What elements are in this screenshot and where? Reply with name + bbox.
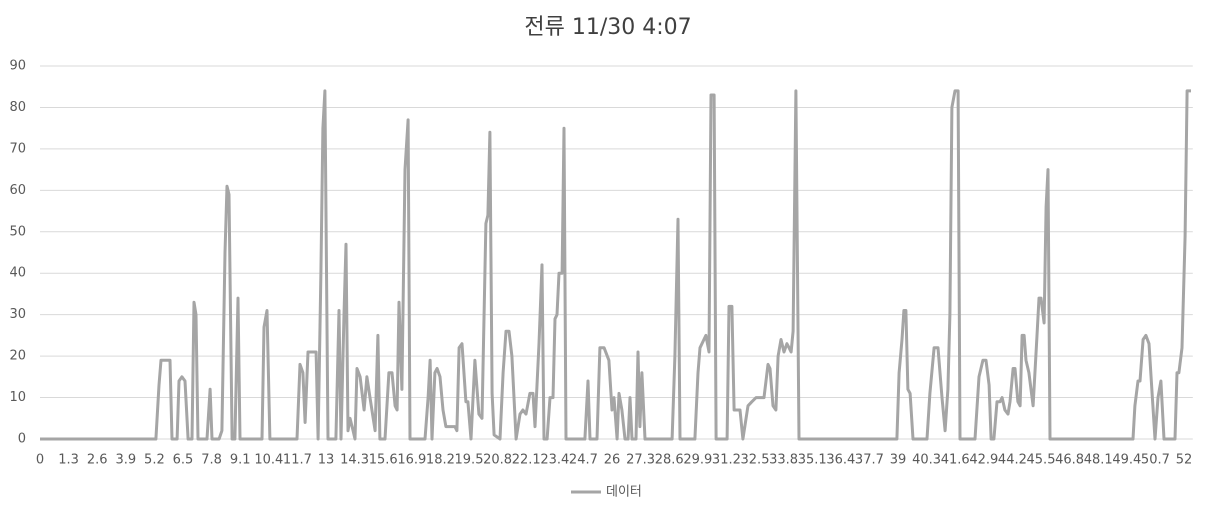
x-tick-label: 49.4 [1112,453,1141,468]
y-tick-label: 70 [9,141,26,156]
x-tick-label: 52 [1176,453,1193,468]
data-line [40,89,1191,441]
x-tick-label: 42.9 [969,453,998,468]
x-tick-label: 35.1 [798,453,827,468]
x-tick-label: 19.5 [455,453,484,468]
y-tick-label: 60 [9,183,26,198]
x-tick-label: 22.1 [512,453,541,468]
legend-label: 데이터 [606,485,642,500]
x-tick-label: 36.4 [826,453,855,468]
y-tick-label: 0 [18,432,26,447]
x-tick-label: 13 [318,453,335,468]
x-tick-label: 46.8 [1055,453,1084,468]
x-tick-label: 50.7 [1141,453,1170,468]
x-tick-label: 24.7 [569,453,598,468]
x-tick-label: 16.9 [397,453,426,468]
x-tick-label: 20.8 [483,453,512,468]
x-tick-label: 5.2 [144,453,165,468]
x-tick-label: 31.2 [712,453,741,468]
y-tick-label: 50 [9,224,26,239]
x-tick-label: 26 [604,453,621,468]
x-tick-label: 27.3 [626,453,655,468]
x-tick-label: 37.7 [855,453,884,468]
y-tick-label: 20 [9,349,26,364]
x-tick-label: 9.1 [230,453,251,468]
x-tick-label: 48.1 [1084,453,1113,468]
x-tick-label: 45.5 [1027,453,1056,468]
y-tick-label: 40 [9,266,26,281]
x-tick-label: 15.6 [369,453,398,468]
x-tick-label: 6.5 [173,453,194,468]
x-tick-label: 11.7 [283,453,312,468]
x-tick-label: 7.8 [201,453,222,468]
x-tick-label: 44.2 [998,453,1027,468]
y-tick-label: 30 [9,307,26,322]
x-tick-label: 18.2 [426,453,455,468]
x-tick-label: 1.3 [58,453,79,468]
x-tick-label: 28.6 [655,453,684,468]
y-tick-label: 90 [9,59,26,74]
x-tick-label: 33.8 [769,453,798,468]
x-tick-label: 39 [890,453,907,468]
x-tick-label: 40.3 [912,453,941,468]
x-tick-label: 41.6 [941,453,970,468]
x-tick-label: 29.9 [683,453,712,468]
y-tick-label: 10 [9,390,26,405]
x-tick-label: 14.3 [340,453,369,468]
x-tick-label: 2.6 [87,453,108,468]
x-tick-label: 3.9 [115,453,136,468]
x-tick-label: 0 [36,453,44,468]
x-tick-label: 23.4 [540,453,569,468]
x-tick-label: 32.5 [741,453,770,468]
chart-title: 전류 11/30 4:07 [524,15,691,40]
x-tick-label: 10.4 [254,453,283,468]
y-tick-label: 80 [9,100,26,115]
